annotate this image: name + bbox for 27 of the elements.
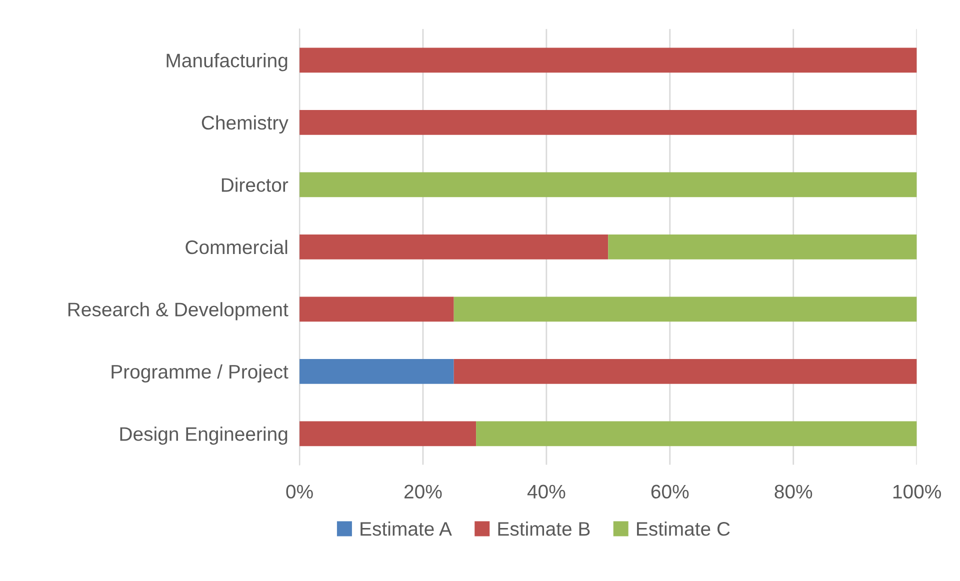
- bar: [300, 234, 608, 260]
- bar: [476, 421, 917, 446]
- legend-label: Estimate B: [498, 522, 590, 536]
- legend-label: Estimate A: [360, 522, 452, 536]
- y-tick-label: Chemistry: [202, 115, 288, 134]
- bar: [608, 234, 917, 260]
- x-tick-label: 100%: [893, 484, 941, 499]
- y-tick-label: Commercial: [186, 240, 288, 254]
- bar: [454, 296, 917, 322]
- bar: [300, 172, 917, 198]
- y-tick-label: Programme / Project: [112, 364, 288, 383]
- x-tick-label: 20%: [404, 484, 442, 499]
- bar: [300, 296, 454, 322]
- x-tick-label: 80%: [774, 484, 812, 499]
- bar: [300, 358, 454, 384]
- bar: [300, 48, 917, 73]
- x-tick-label: 0%: [286, 484, 313, 499]
- bar: [300, 421, 476, 446]
- bar: [300, 110, 917, 135]
- y-tick-label: Research & Development: [68, 302, 288, 320]
- x-tick-label: 60%: [651, 484, 689, 499]
- y-tick-label: Manufacturing: [166, 53, 288, 72]
- y-tick-label: Director: [222, 178, 288, 192]
- bar: [454, 358, 917, 384]
- x-tick-label: 40%: [527, 484, 566, 499]
- y-tick-label: Design Engineering: [120, 426, 288, 445]
- legend-label: Estimate C: [637, 522, 730, 536]
